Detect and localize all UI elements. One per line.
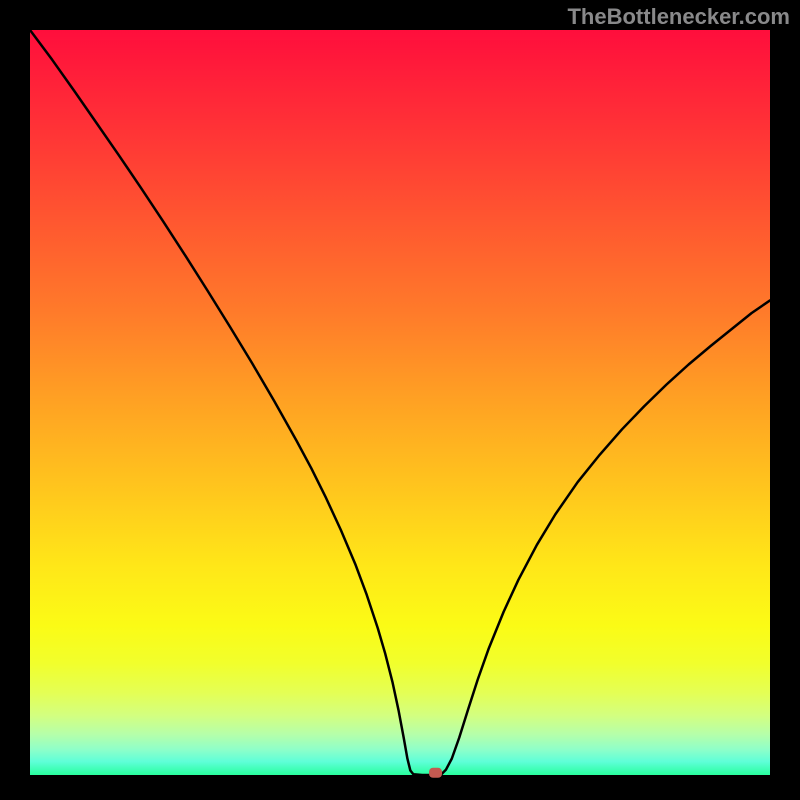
plot-background	[30, 30, 770, 775]
watermark-text: TheBottlenecker.com	[567, 4, 790, 30]
chart-stage: TheBottlenecker.com	[0, 0, 800, 800]
minimum-marker	[429, 768, 442, 778]
chart-svg	[0, 0, 800, 800]
